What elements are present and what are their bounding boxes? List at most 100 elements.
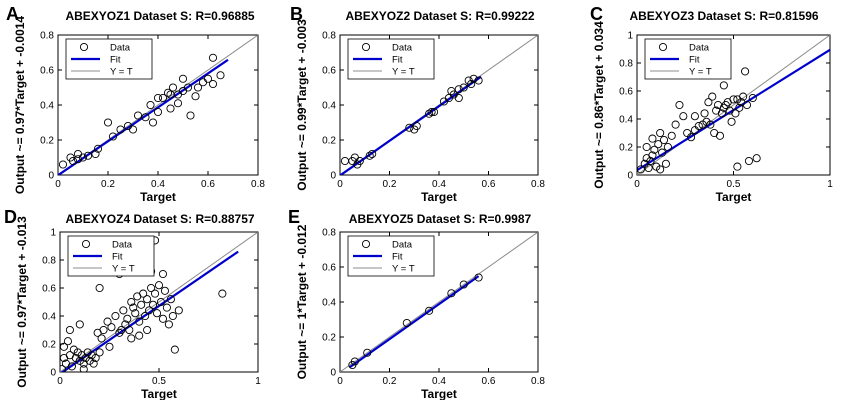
data-point xyxy=(208,53,218,62)
chart-title: ABEXYOZ5 Dataset S: R=0.9987 xyxy=(349,212,532,226)
legend-data-marker xyxy=(658,42,668,52)
fit-line xyxy=(340,75,482,175)
data-point xyxy=(654,140,663,149)
data-point xyxy=(658,148,667,157)
identity-line xyxy=(340,232,538,372)
y-tick-label: 0 xyxy=(330,171,336,182)
chart-title: ABEXYOZ4 Dataset S: R=0.88757 xyxy=(65,212,254,226)
y-tick-label: 0.8 xyxy=(619,59,633,70)
legend-identity-label: Y = T xyxy=(392,264,415,275)
data-point xyxy=(667,131,676,140)
x-tick-label: 0.5 xyxy=(152,376,166,387)
legend-data-marker xyxy=(79,42,89,52)
data-point xyxy=(218,289,227,298)
x-tick-label: 1 xyxy=(255,376,261,387)
x-tick-label: 0 xyxy=(337,376,343,387)
data-point xyxy=(425,306,434,315)
x-tick-label: 0.8 xyxy=(531,179,545,190)
data-point xyxy=(646,156,655,166)
data-point xyxy=(145,306,154,315)
x-tick-label: 0.6 xyxy=(201,179,215,190)
x-tick-label: 0 xyxy=(337,179,343,190)
y-tick-label: 0.8 xyxy=(42,256,56,267)
y-tick-label: 0.2 xyxy=(619,143,633,154)
panel-letter: C xyxy=(590,4,603,24)
data-point xyxy=(637,165,645,174)
data-point xyxy=(173,99,183,108)
data-point xyxy=(706,120,715,129)
data-point xyxy=(83,151,93,160)
data-point xyxy=(75,320,84,329)
y-axis-label: Output ~= 0.99*Target + -0.003 xyxy=(295,19,309,191)
identity-line xyxy=(60,232,258,372)
data-point xyxy=(454,85,463,94)
legend-identity-label: Y = T xyxy=(112,264,135,275)
y-tick-label: 0.4 xyxy=(322,298,336,309)
y-tick-label: 0.6 xyxy=(42,284,56,295)
data-point xyxy=(648,134,657,143)
data-point xyxy=(127,297,136,307)
data-point xyxy=(721,100,730,110)
data-point xyxy=(123,314,132,323)
legend-identity-label: Y = T xyxy=(689,67,712,78)
x-tick-label: 0.2 xyxy=(383,376,397,387)
data-point xyxy=(659,135,669,145)
data-point xyxy=(166,90,175,99)
data-point xyxy=(141,113,150,122)
legend-data-label: Data xyxy=(392,240,413,251)
data-point xyxy=(107,323,116,332)
data-point xyxy=(474,273,483,282)
y-tick-label: 0.6 xyxy=(40,66,54,77)
data-point xyxy=(650,145,659,154)
data-point xyxy=(95,283,104,293)
data-point xyxy=(752,154,761,163)
panel-letter: B xyxy=(290,4,303,24)
legend-fit-label: Fit xyxy=(112,252,123,263)
data-point xyxy=(154,281,164,290)
data-point xyxy=(148,118,158,127)
chart-title: ABEXYOZ3 Dataset S: R=0.81596 xyxy=(629,9,818,23)
y-tick-label: 0.4 xyxy=(619,115,633,126)
panel-letter: D xyxy=(4,207,17,227)
data-point xyxy=(661,159,671,168)
data-point xyxy=(60,365,67,372)
legend-fit-label: Fit xyxy=(689,55,700,66)
data-point xyxy=(454,93,463,103)
data-point xyxy=(170,345,179,354)
data-point xyxy=(355,156,364,166)
y-tick-label: 0.4 xyxy=(322,101,336,112)
data-point xyxy=(146,100,155,110)
data-point xyxy=(425,109,434,118)
data-point xyxy=(447,86,456,96)
y-tick-label: 0.2 xyxy=(40,136,54,147)
legend-fit-label: Fit xyxy=(110,55,121,66)
data-point xyxy=(679,112,688,121)
data-point xyxy=(139,289,148,298)
y-tick-label: 0 xyxy=(627,171,633,182)
legend-data-label: Data xyxy=(392,43,413,54)
data-point xyxy=(690,112,699,121)
y-tick-label: 0.8 xyxy=(322,31,336,42)
data-point xyxy=(412,121,421,131)
data-point xyxy=(60,342,69,351)
data-point xyxy=(193,83,203,92)
data-point xyxy=(186,111,195,120)
data-point xyxy=(93,144,103,153)
data-point xyxy=(742,100,752,110)
data-point xyxy=(153,107,163,117)
x-tick-label: 0 xyxy=(634,179,640,190)
data-point xyxy=(166,295,175,304)
data-point xyxy=(704,98,713,107)
data-point xyxy=(363,348,372,357)
data-point xyxy=(103,118,113,127)
data-point xyxy=(91,353,100,363)
data-point xyxy=(141,311,150,321)
y-tick-label: 0.6 xyxy=(619,87,633,98)
y-tick-label: 0.8 xyxy=(322,228,336,239)
fit-line xyxy=(349,275,480,368)
y-tick-label: 0.6 xyxy=(322,263,336,274)
data-point xyxy=(663,142,672,152)
y-axis-label: Output ~= 0.97*Target + -0.013 xyxy=(15,216,29,388)
